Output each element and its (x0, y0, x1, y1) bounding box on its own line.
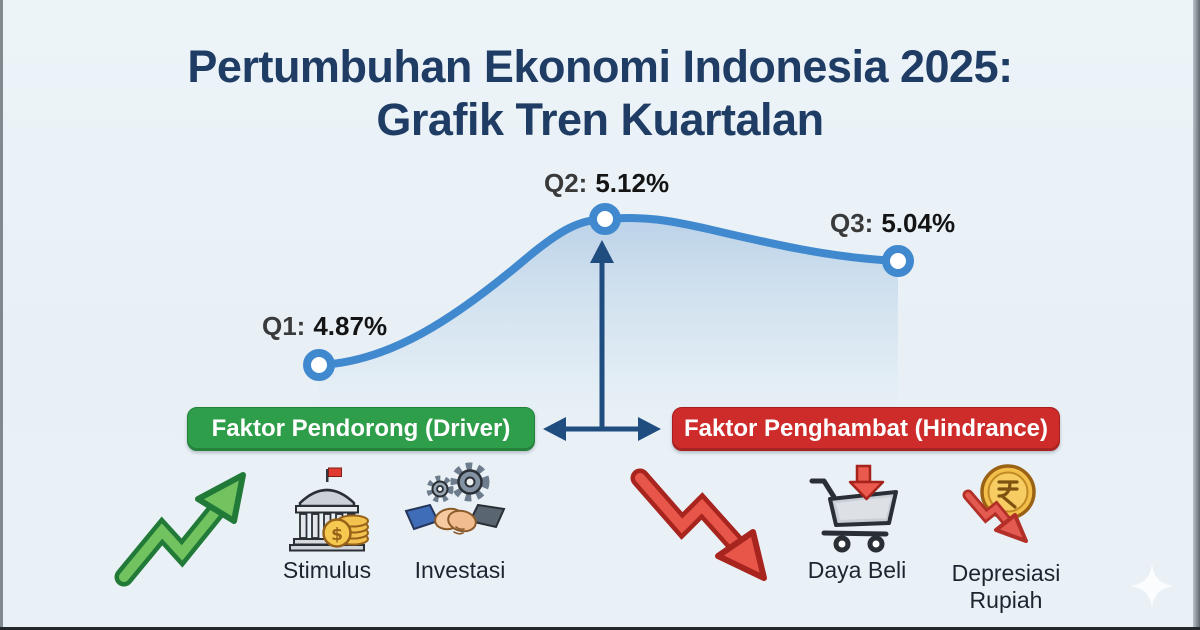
marker-q2 (589, 203, 621, 235)
investasi-label: Investasi (414, 557, 506, 583)
marker-q1 (303, 349, 335, 381)
driver-banner-label: Faktor Pendorong (Driver) (211, 415, 511, 442)
page-title-line1: Pertumbuhan Ekonomi Indonesia 2025: (187, 41, 1013, 92)
hindrance-banner: Faktor Penghambat (Hindrance) (672, 407, 1060, 451)
data-point-markers (303, 203, 914, 381)
q3-prefix: Q3: (830, 208, 874, 238)
page-title-line2: Grafik Tren Kuartalan (376, 94, 824, 145)
page-title: Pertumbuhan Ekonomi Indonesia 2025: Graf… (0, 40, 1200, 146)
green-up-trend-arrow-icon (114, 472, 246, 587)
q2-prefix: Q2: (544, 168, 588, 198)
hindrance-banner-label: Faktor Penghambat (Hindrance) (683, 415, 1049, 442)
q1-value: 4.87% (313, 311, 388, 341)
q1-prefix: Q1: (262, 311, 306, 341)
depresiasi-rupiah-label: Depresiasi Rupiah (951, 560, 1061, 613)
bank-coins-icon: $ (289, 467, 369, 552)
handshake-gears-icon (404, 462, 506, 535)
annotation-arrow-icon (543, 240, 661, 441)
area-fill (319, 218, 898, 424)
red-down-trend-arrow-icon (630, 468, 767, 581)
bottom-edge-border (0, 627, 1200, 630)
sparkle-icon (1130, 564, 1174, 608)
stimulus-label: Stimulus (282, 557, 372, 583)
driver-banner: Faktor Pendorong (Driver) (187, 407, 535, 451)
q2-value: 5.12% (595, 168, 670, 198)
rupee-coin-down-arrow-icon (962, 464, 1036, 543)
q3-value: 5.04% (881, 208, 956, 238)
left-edge-border (0, 0, 3, 630)
data-label-q2: Q2: 5.12% (544, 168, 669, 199)
data-label-q1: Q1: 4.87% (262, 311, 387, 342)
marker-q3 (882, 245, 914, 277)
right-edge-border (1193, 0, 1200, 630)
cart-down-arrow-icon (809, 464, 898, 553)
svg-text:$: $ (331, 525, 343, 545)
data-label-q3: Q3: 5.04% (830, 208, 955, 239)
daya-beli-label: Daya Beli (807, 557, 907, 583)
